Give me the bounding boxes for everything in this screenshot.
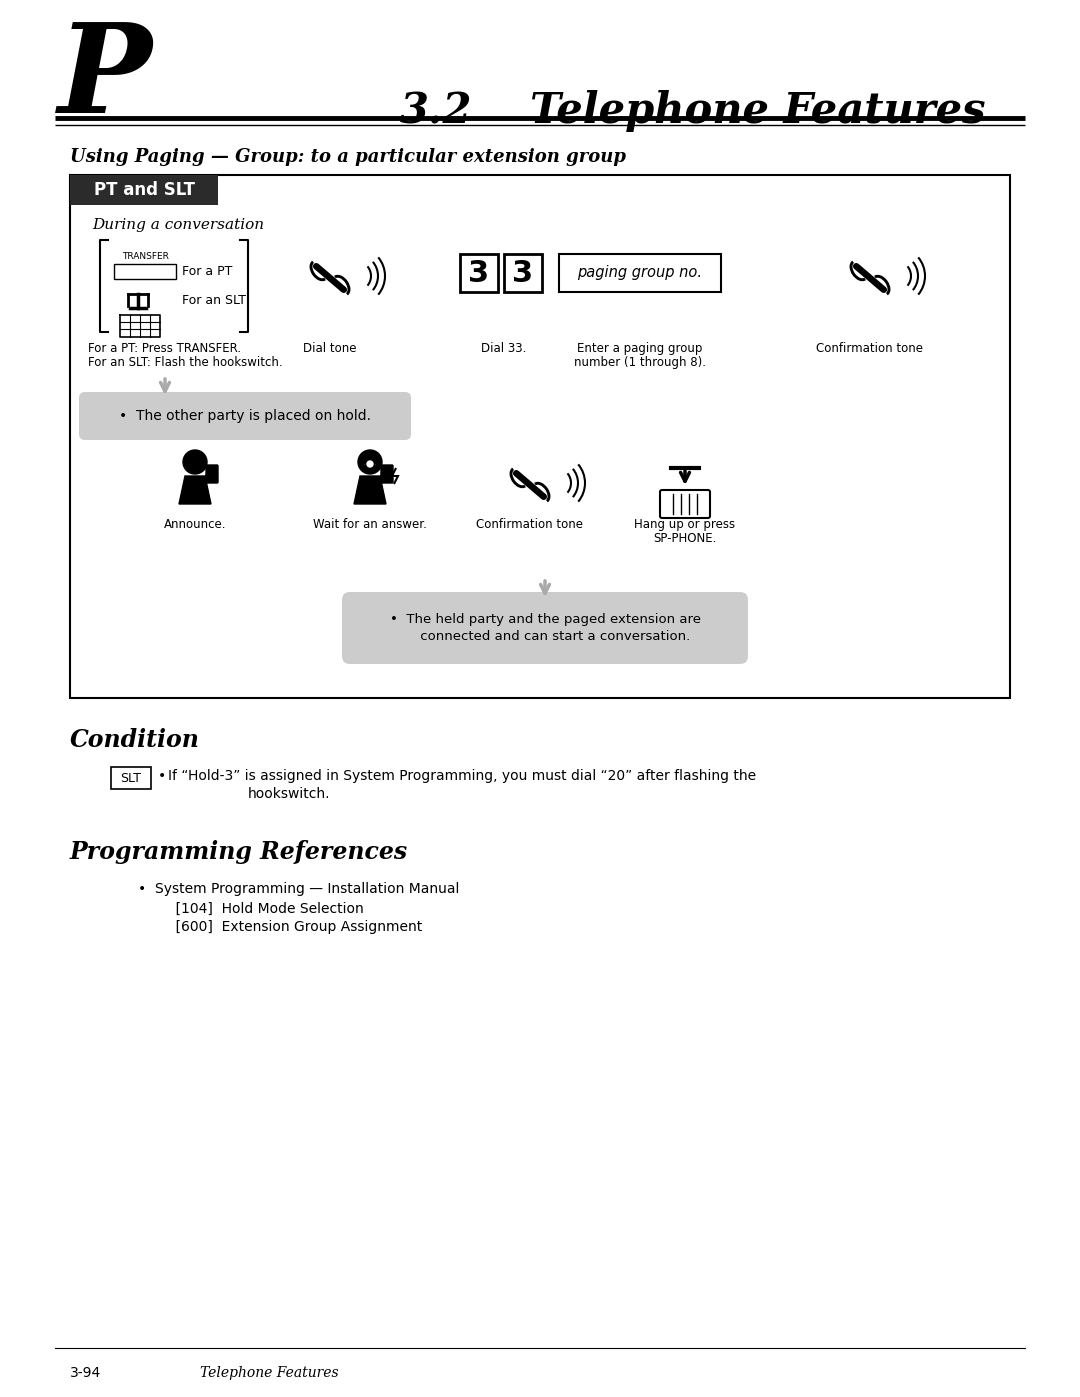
Text: Wait for an answer.: Wait for an answer. xyxy=(313,518,427,531)
Circle shape xyxy=(365,460,375,469)
Text: [104]  Hold Mode Selection: [104] Hold Mode Selection xyxy=(158,902,364,916)
FancyBboxPatch shape xyxy=(206,465,218,483)
Text: Announce.: Announce. xyxy=(164,518,226,531)
Text: PT and SLT: PT and SLT xyxy=(94,182,194,198)
Text: 3.2: 3.2 xyxy=(400,89,473,131)
Text: Programming References: Programming References xyxy=(70,840,408,863)
Text: Hang up or press: Hang up or press xyxy=(634,518,735,531)
Text: For an SLT: Flash the hookswitch.: For an SLT: Flash the hookswitch. xyxy=(87,356,283,369)
Text: hookswitch.: hookswitch. xyxy=(248,787,330,800)
Text: 3: 3 xyxy=(469,258,489,288)
Text: •  The other party is placed on hold.: • The other party is placed on hold. xyxy=(119,409,372,423)
Text: [600]  Extension Group Assignment: [600] Extension Group Assignment xyxy=(158,921,422,935)
Text: Confirmation tone: Confirmation tone xyxy=(816,342,923,355)
Text: TRANSFER: TRANSFER xyxy=(122,251,168,261)
Text: •: • xyxy=(158,768,166,782)
Text: Dial 33.: Dial 33. xyxy=(482,342,527,355)
Text: Confirmation tone: Confirmation tone xyxy=(476,518,583,531)
Text: number (1 through 8).: number (1 through 8). xyxy=(573,356,706,369)
Text: SLT: SLT xyxy=(121,771,141,785)
Text: For a PT: Press TRANSFER.: For a PT: Press TRANSFER. xyxy=(87,342,241,355)
Text: Telephone Features: Telephone Features xyxy=(200,1366,339,1380)
FancyBboxPatch shape xyxy=(559,254,721,292)
FancyBboxPatch shape xyxy=(114,264,176,279)
Text: If “Hold-3” is assigned in System Programming, you must dial “20” after flashing: If “Hold-3” is assigned in System Progra… xyxy=(168,768,756,782)
Polygon shape xyxy=(179,476,211,504)
Text: P: P xyxy=(58,18,152,140)
Text: For a PT: For a PT xyxy=(183,265,232,278)
FancyBboxPatch shape xyxy=(70,175,218,205)
FancyBboxPatch shape xyxy=(504,254,542,292)
FancyBboxPatch shape xyxy=(79,393,411,440)
Text: •  The held party and the paged extension are: • The held party and the paged extension… xyxy=(390,612,701,626)
FancyBboxPatch shape xyxy=(342,592,748,664)
Text: During a conversation: During a conversation xyxy=(92,218,265,232)
Text: Dial tone: Dial tone xyxy=(303,342,356,355)
Text: connected and can start a conversation.: connected and can start a conversation. xyxy=(400,630,690,644)
Text: Condition: Condition xyxy=(70,728,200,752)
Circle shape xyxy=(357,450,382,474)
Circle shape xyxy=(183,450,207,474)
Text: SP-PHONE.: SP-PHONE. xyxy=(653,532,717,545)
Text: 3: 3 xyxy=(512,258,534,288)
Circle shape xyxy=(367,461,373,467)
FancyBboxPatch shape xyxy=(460,254,498,292)
Text: For an SLT: For an SLT xyxy=(183,293,246,306)
Text: paging group no.: paging group no. xyxy=(578,265,702,281)
Polygon shape xyxy=(354,476,386,504)
Text: Using Paging — Group: to a particular extension group: Using Paging — Group: to a particular ex… xyxy=(70,148,626,166)
Text: Enter a paging group: Enter a paging group xyxy=(578,342,703,355)
FancyBboxPatch shape xyxy=(381,465,393,483)
Text: 3-94: 3-94 xyxy=(70,1366,102,1380)
FancyBboxPatch shape xyxy=(70,175,1010,698)
Text: Telephone Features: Telephone Features xyxy=(530,89,986,131)
FancyBboxPatch shape xyxy=(660,490,710,518)
FancyBboxPatch shape xyxy=(111,767,151,789)
Text: •  System Programming — Installation Manual: • System Programming — Installation Manu… xyxy=(138,882,459,895)
